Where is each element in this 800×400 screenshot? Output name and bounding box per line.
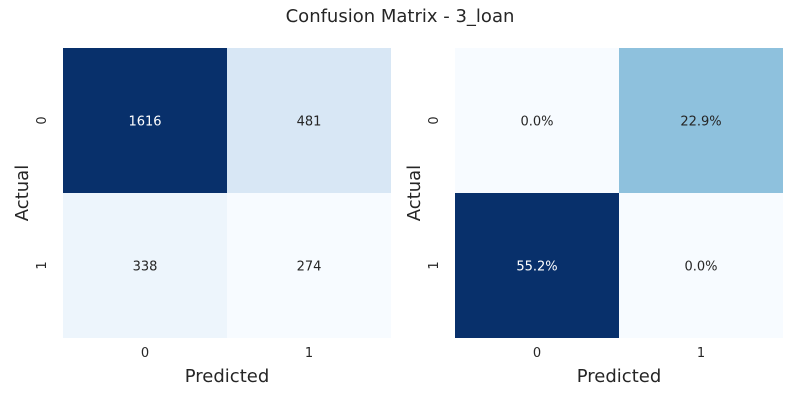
heatmap-cell [455,193,619,338]
y-tick-label: 0 [427,116,442,124]
heatmap-cell [227,193,391,338]
heatmap-cell [619,48,783,193]
x-tick-label: 1 [305,346,313,361]
x-axis-label: Predicted [185,366,270,387]
x-tick-label: 0 [141,346,149,361]
x-tick-label: 1 [697,346,705,361]
y-tick-label: 1 [427,261,442,269]
cell-value-label: 338 [133,260,158,275]
figure-title: Confusion Matrix - 3_loan [286,6,515,27]
cell-value-label: 0.0% [684,260,717,275]
cell-value-label: 274 [297,260,322,275]
x-tick-label: 0 [533,346,541,361]
y-tick-label: 0 [35,116,50,124]
heatmap-cell [619,193,783,338]
y-tick-label: 1 [35,261,50,269]
y-axis-label: Actual [12,165,33,221]
y-axis-label: Actual [404,165,425,221]
heatmap-panel-1: 1616 481 338 274 0 1 0 1 Predicted Actual [12,48,391,387]
x-axis-label: Predicted [577,366,662,387]
heatmap-cell [227,48,391,193]
cell-value-label: 0.0% [520,115,553,130]
cell-value-label: 481 [297,115,322,130]
heatmap-cell [63,48,227,193]
heatmap-cell [455,48,619,193]
heatmap-panel-2: 0.0% 22.9% 55.2% 0.0% 0 1 0 1 Predicted Actual [404,48,783,387]
cell-value-label: 22.9% [680,115,721,130]
cell-value-label: 55.2% [516,260,557,275]
heatmap-cell [63,193,227,338]
cell-value-label: 1616 [128,115,161,130]
